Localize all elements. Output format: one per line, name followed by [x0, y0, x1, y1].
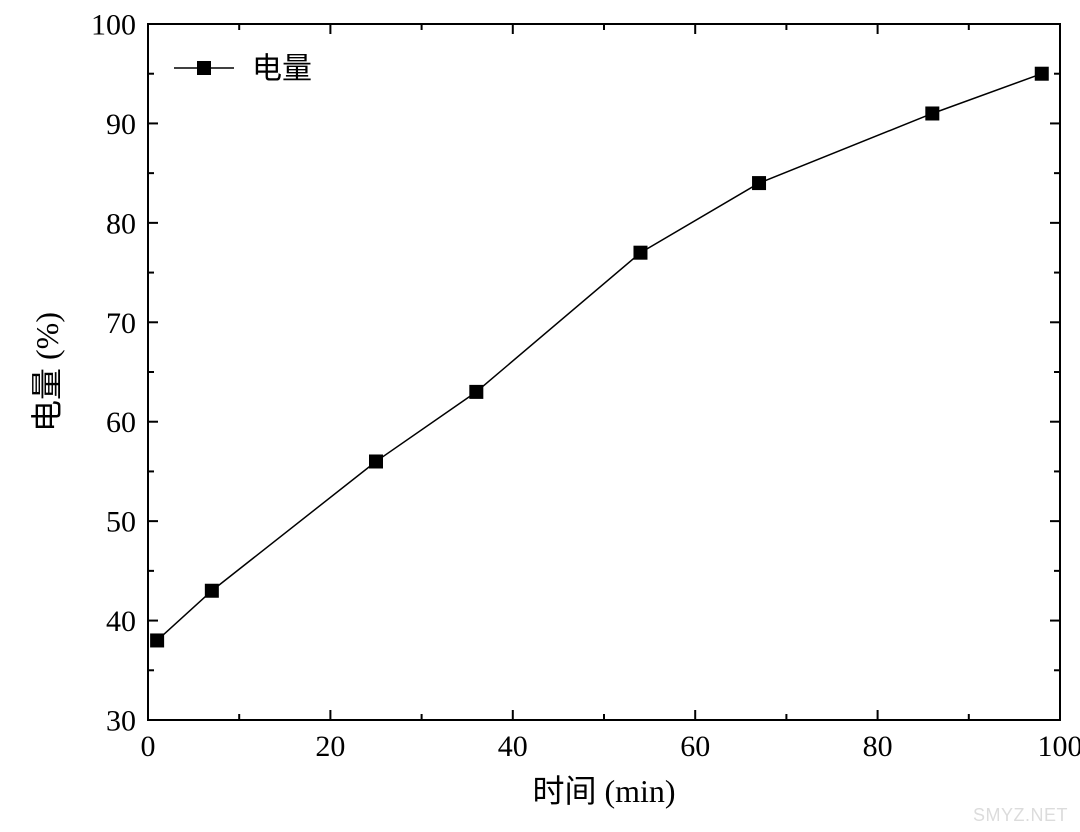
- svg-text:30: 30: [106, 705, 136, 738]
- battery-charge-chart: 0 20 40 60 80 100 30 40 50 60 70 80 90 100 时间 (min) 电量 …: [0, 0, 1080, 832]
- svg-text:50: 50: [106, 506, 136, 539]
- svg-text:80: 80: [106, 207, 136, 240]
- svg-text:60: 60: [106, 406, 136, 439]
- svg-text:时间 (min): 时间 (min): [532, 773, 675, 809]
- svg-text:0: 0: [141, 730, 156, 763]
- svg-text:60: 60: [680, 730, 710, 763]
- svg-text:电量: 电量: [252, 53, 312, 86]
- svg-text:90: 90: [106, 108, 136, 141]
- svg-text:40: 40: [498, 730, 528, 763]
- svg-text:20: 20: [315, 730, 345, 763]
- svg-text:40: 40: [106, 605, 136, 638]
- svg-text:电量 (%): 电量 (%): [29, 312, 65, 432]
- svg-text:100: 100: [1038, 730, 1080, 763]
- svg-text:70: 70: [106, 307, 136, 340]
- svg-text:100: 100: [91, 9, 136, 42]
- svg-text:80: 80: [863, 730, 893, 763]
